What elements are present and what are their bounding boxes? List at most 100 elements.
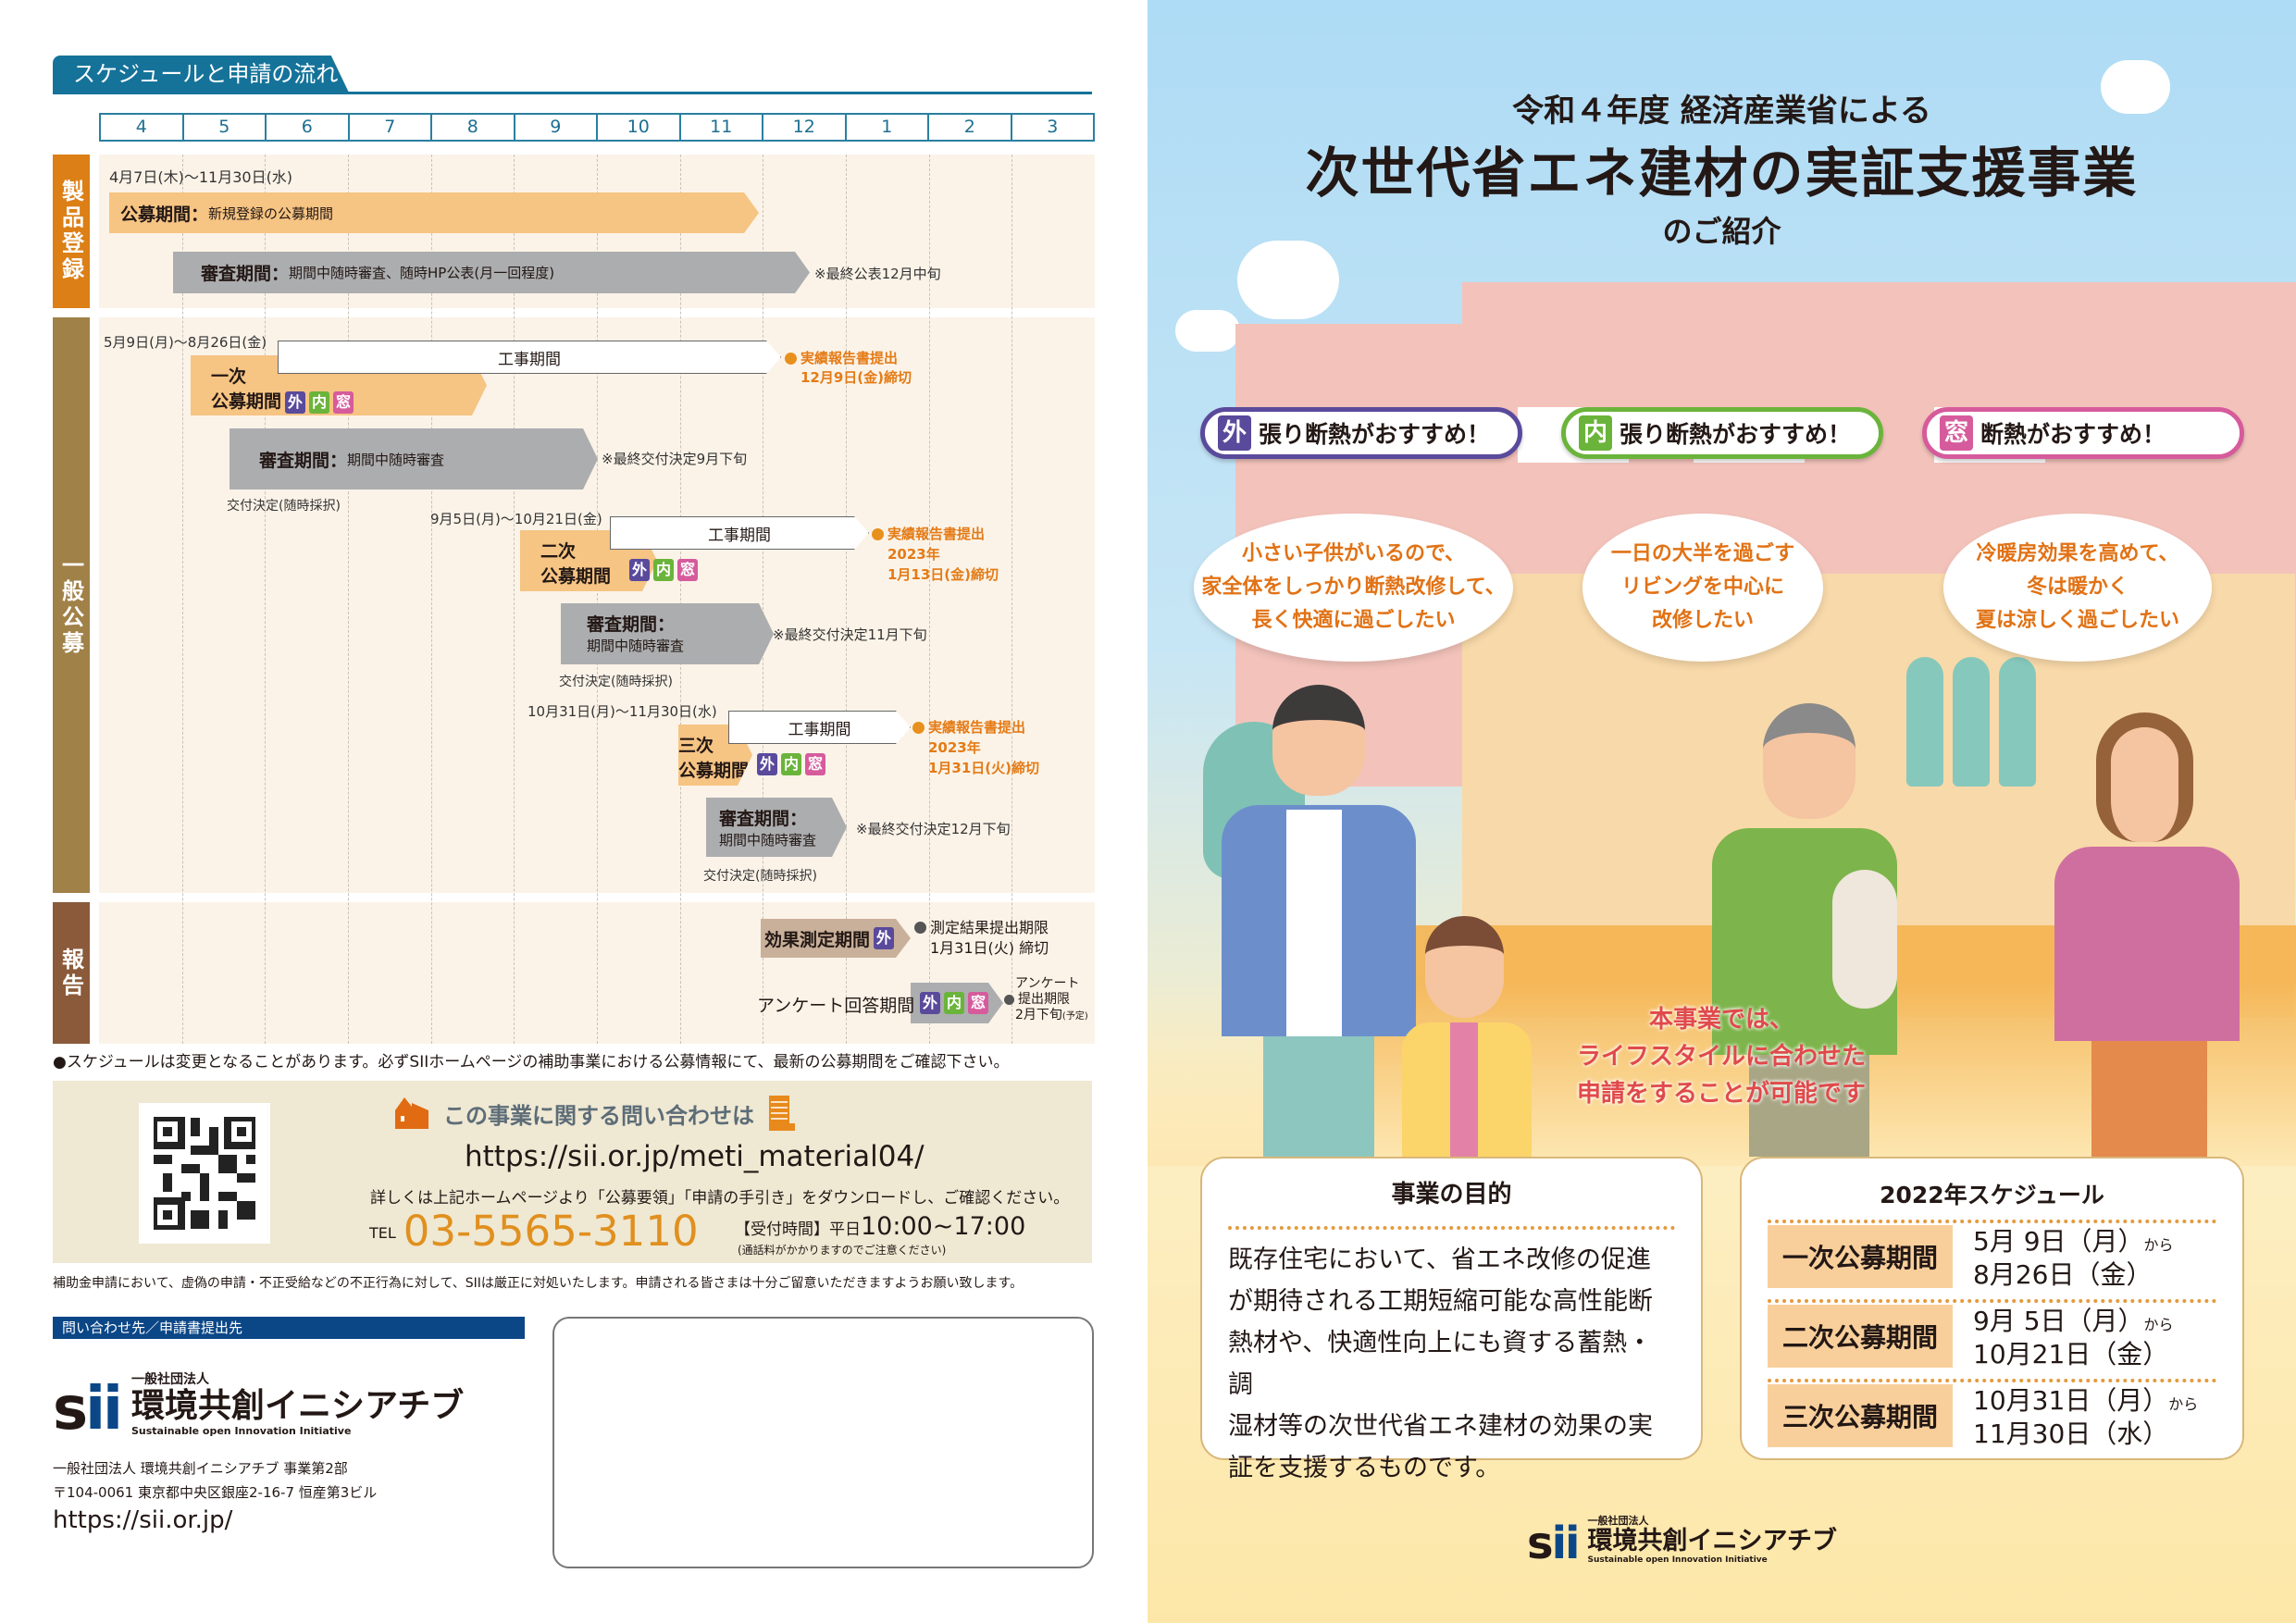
inquiry-url-link[interactable]: https://sii.or.jp/meti_material04/: [465, 1140, 925, 1173]
side-label-report: 報告: [53, 902, 90, 1044]
round1-grant: 交付決定(随時採択): [227, 499, 341, 514]
bar-title: 効果測定期間: [764, 929, 871, 950]
report-deadline-line: 2023年: [887, 546, 940, 563]
tagline: 本事業では、 ライフスタイルに合わせた 申請をすることが可能です: [1518, 1001, 1925, 1112]
round1-date-range: 5月9日(月)～8月26日(金): [104, 334, 267, 351]
tree-illustration: [1906, 657, 1943, 787]
schedule-row-dates: 10月31日（月）から 11月30日（水）: [1973, 1386, 2198, 1449]
effect-measurement-bar: 効果測定期間外: [761, 919, 911, 958]
tagline-line: 申請をすることが可能です: [1576, 1080, 1866, 1108]
contact-dept: 一般社団法人 環境共創イニシアチブ 事業第2部: [53, 1460, 348, 1477]
grid-line: [597, 155, 598, 1044]
schedule-card: 2022年スケジュール 一次公募期間 5月 9日（月）から 8月26日（金） 二…: [1740, 1157, 2244, 1460]
bubble-line: 冬は暖かく: [2026, 576, 2128, 599]
hours-value: 10:00~17:00: [861, 1212, 1026, 1241]
outer-insulation-tag: 外: [757, 753, 777, 775]
date-to: 10月21日（金）: [1973, 1339, 2169, 1369]
schedule-row-3: 三次公募期間 10月31日（月）から 11月30日（水）: [1768, 1384, 2221, 1449]
month-cell: 1: [847, 115, 929, 140]
dotted-divider: [1768, 1299, 2216, 1303]
hours-note: (通話料がかかりますのでご注意ください): [738, 1244, 947, 1257]
date-from: 10月31日（月）: [1973, 1385, 2169, 1416]
schedule-row-label: 一次公募期間: [1768, 1225, 1953, 1288]
date-to: 11月30日（水）: [1973, 1419, 2169, 1449]
grid-line: [431, 155, 432, 1044]
footer-sii-logo: sii 一般社団法人 環境共創イニシアチブ Sustainable open I…: [1527, 1513, 1837, 1566]
contact-url-link[interactable]: https://sii.or.jp/: [53, 1506, 233, 1534]
bar-title: 公募期間：: [120, 204, 209, 225]
effect-deadline: 測定結果提出期限 1月31日(火) 締切: [914, 918, 1049, 959]
org-type: 一般社団法人: [130, 1372, 209, 1387]
report-deadline-line: 12月9日(金)締切: [800, 369, 912, 386]
inquiry-heading: この事業に関する問い合わせは: [443, 1102, 754, 1129]
bar-title: 審査期間：: [719, 809, 808, 829]
round-label: 三次: [678, 736, 714, 756]
left-page: スケジュールと申請の流れ 4 5 6 7 8 9 10 11 12 1 2 3 …: [53, 56, 1095, 1568]
speech-bubble: 冷暖房効果を高めて、 冬は暖かく 夏は涼しく過ごしたい: [1943, 514, 2212, 662]
deadline-dot-icon: [872, 528, 884, 540]
inner-insulation-tag: 内: [1579, 415, 1612, 451]
inquiry-box: この事業に関する問い合わせは https://sii.or.jp/meti_ma…: [53, 1081, 1092, 1263]
outer-insulation-tag: 外: [285, 391, 305, 414]
tel-number[interactable]: 03-5565-3110: [403, 1207, 699, 1256]
window-insulation-tag: 窓: [677, 559, 698, 581]
bar-title: 審査期間：: [201, 264, 290, 284]
round2-report-deadline: 実績報告書提出 2023年 1月13日(金)締切: [872, 524, 999, 585]
month-cell: 9: [515, 115, 598, 140]
round1-construction-bar: 工事期間: [278, 341, 781, 374]
product-review-note: ※最終公表12月中旬: [814, 266, 941, 282]
inner-insulation-tag: 内: [309, 391, 329, 414]
purpose-line: 証を支援するものです。: [1228, 1454, 1501, 1482]
survey-deadline: アンケート 提出期限 2月下旬(予定): [1004, 976, 1088, 1024]
hours-label: 【受付時間】平日: [735, 1220, 861, 1239]
date-suffix: から: [2143, 1316, 2174, 1333]
report-title: 実績報告書提出: [928, 719, 1026, 736]
bubble-line: 夏は涼しく過ごしたい: [1975, 609, 2179, 632]
badge-text: 張り断熱がおすすめ！: [1259, 421, 1491, 448]
round1-review-note: ※最終交付決定9月下旬: [602, 451, 748, 467]
contact-bar: 問い合わせ先／申請書提出先: [53, 1317, 525, 1339]
side-label-general: 一般公募: [53, 317, 90, 893]
inner-insulation-tag: 内: [944, 992, 964, 1014]
deadline-line: 提出期限: [1018, 992, 1070, 1007]
sii-logo: sii 一般社団法人 環境共創イニシアチブ Sustainable open I…: [53, 1369, 464, 1439]
date-suffix: から: [2143, 1236, 2174, 1254]
month-cell: 10: [598, 115, 681, 140]
sii-logo-text: 一般社団法人 環境共創イニシアチブ Sustainable open Innov…: [131, 1369, 464, 1437]
org-name: 環境共創イニシアチブ: [1587, 1527, 1837, 1555]
round3-review-note: ※最終交付決定12月下旬: [856, 821, 1011, 837]
round3-date-range: 10月31日(月)～11月30日(水): [527, 703, 717, 720]
date-from: 5月 9日（月）: [1973, 1226, 2144, 1257]
month-header-row: 4 5 6 7 8 9 10 11 12 1 2 3: [99, 113, 1095, 142]
date-from: 9月 5日（月）: [1973, 1306, 2144, 1336]
main-title: 次世代省エネ建材の実証支援事業: [1305, 142, 2139, 204]
bar-desc: 期間中随時審査: [347, 451, 445, 468]
survey-title: アンケート回答期間: [757, 996, 915, 1016]
speech-bubble: 小さい子供がいるので、 家全体をしっかり断熱改修して、 長く快適に過ごしたい: [1194, 514, 1513, 662]
contact-address: 〒104-0061 東京都中央区銀座2-16-7 恒産第3ビル: [53, 1484, 378, 1501]
window-insulation-tag: 窓: [805, 753, 825, 775]
product-application-bar: 公募期間： 新規登録の公募期間: [109, 192, 759, 233]
product-review-bar: 審査期間： 期間中随時審査、随時HP公表(月一回程度): [173, 252, 810, 293]
bar-desc: 期間中随時審査: [587, 638, 685, 654]
title-suffix: のご紹介: [1662, 214, 1781, 249]
deadline-line: 1月31日(火) 締切: [930, 939, 1049, 957]
tagline-line: 本事業では、: [1648, 1006, 1793, 1034]
dotted-divider: [1768, 1379, 2216, 1382]
tagline-line: ライフスタイルに合わせた: [1576, 1043, 1866, 1071]
bubble-line: 改修したい: [1651, 609, 1754, 632]
right-page: 令和４年度 経済産業省による 次世代省エネ建材の実証支援事業 のご紹介 外 張り…: [1148, 0, 2296, 1623]
report-deadline-line: 2023年: [928, 739, 981, 756]
round-label: 二次: [540, 541, 577, 562]
tel-row: TEL 03-5565-3110: [369, 1208, 699, 1255]
report-title: 実績報告書提出: [887, 526, 986, 542]
date-suffix: から: [2168, 1395, 2199, 1413]
dotted-divider: [1228, 1226, 1675, 1230]
section-title: スケジュールと申請の流れ: [53, 56, 349, 93]
schedule-title: 2022年スケジュール: [1880, 1182, 2104, 1208]
month-cell: 2: [929, 115, 1012, 140]
deadline-suffix: (予定): [1061, 1011, 1088, 1022]
month-cell: 7: [350, 115, 432, 140]
bubble-line: 長く快適に過ごしたい: [1251, 609, 1456, 632]
bar-title: 審査期間：: [259, 450, 348, 471]
